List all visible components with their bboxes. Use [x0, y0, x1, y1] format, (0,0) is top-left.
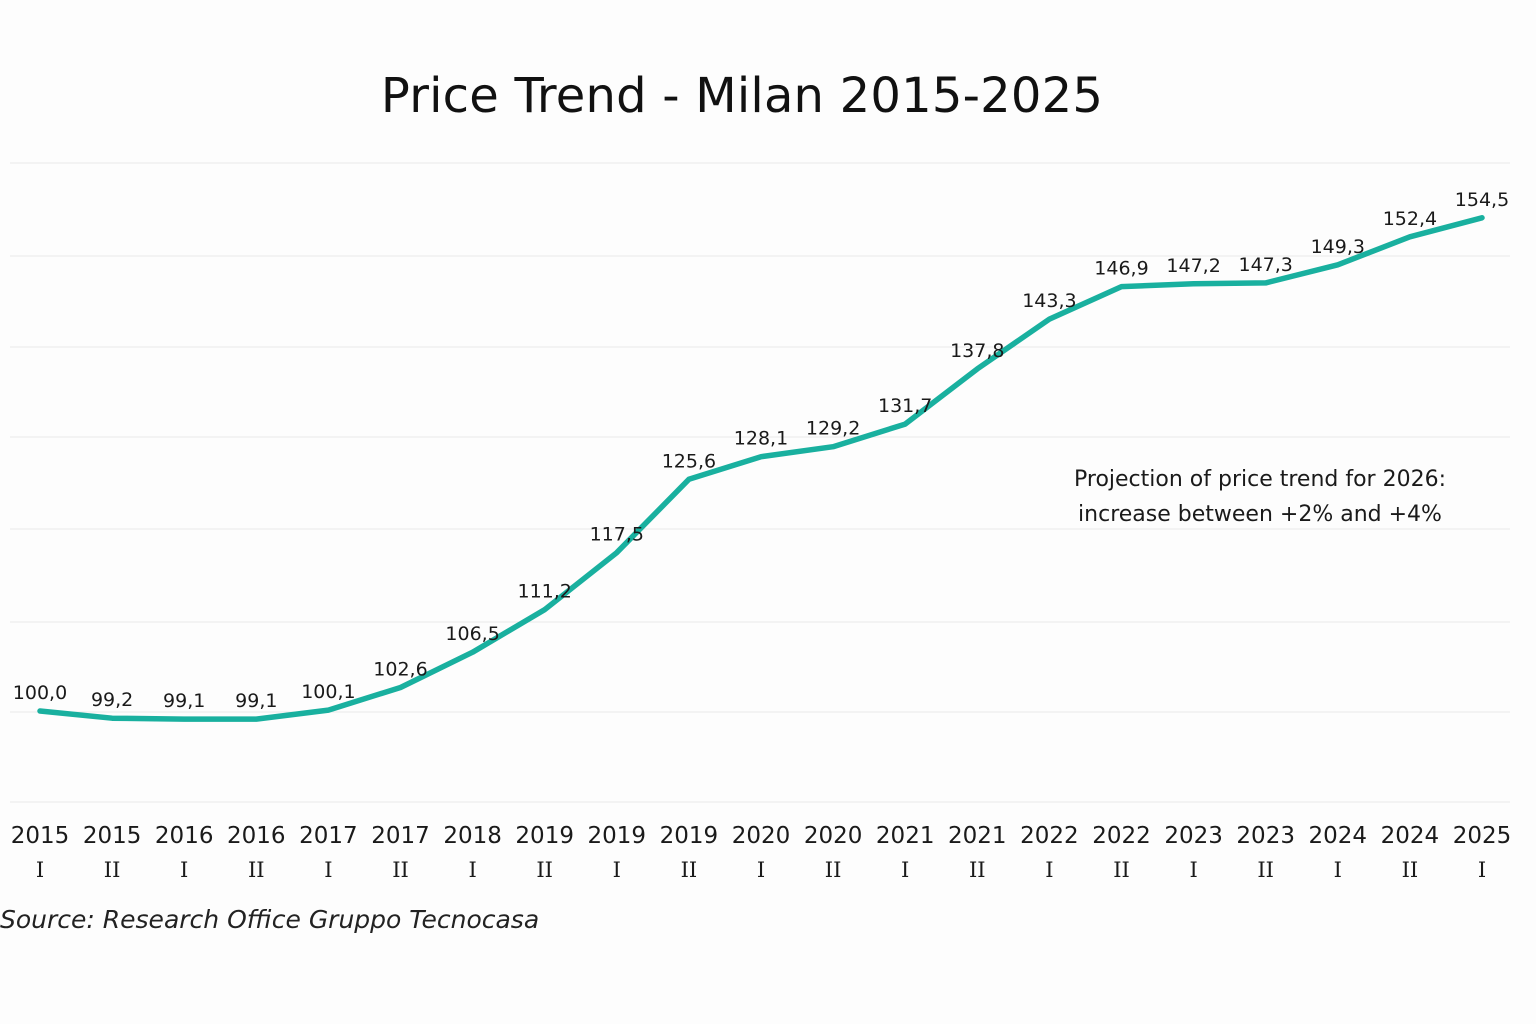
data-label: 152,4 — [1383, 208, 1437, 230]
data-label: 131,7 — [878, 395, 932, 417]
x-tick-half: II — [392, 858, 409, 882]
x-tick-half: I — [757, 858, 765, 882]
x-tick-half: II — [104, 858, 121, 882]
x-tick-year: 2025 — [1453, 823, 1512, 849]
x-tick-year: 2017 — [371, 823, 430, 849]
x-tick-year: 2023 — [1236, 823, 1295, 849]
annotation-line-2: increase between +2% and +4% — [1078, 502, 1442, 527]
x-tick-half: II — [969, 858, 986, 882]
gridlines — [10, 162, 1510, 803]
x-tick-year: 2022 — [1020, 823, 1079, 849]
x-tick-year: 2021 — [876, 823, 935, 849]
x-tick-half: II — [825, 858, 842, 882]
data-label: 99,1 — [163, 690, 205, 712]
x-tick-year: 2023 — [1164, 823, 1223, 849]
x-tick-half: I — [36, 858, 44, 882]
x-tick-year: 2016 — [227, 823, 286, 849]
annotation-line-1: Projection of price trend for 2026: — [1074, 467, 1446, 492]
data-label: 117,5 — [590, 524, 644, 546]
x-tick-half: I — [613, 858, 621, 882]
x-tick-year: 2015 — [11, 823, 70, 849]
x-tick-year: 2019 — [515, 823, 574, 849]
x-tick-half: I — [180, 858, 188, 882]
x-tick-year: 2019 — [660, 823, 719, 849]
x-tick-half: II — [248, 858, 265, 882]
x-tick-half: II — [681, 858, 698, 882]
x-tick-half: I — [1189, 858, 1197, 882]
x-tick-half: I — [1334, 858, 1342, 882]
x-tick-year: 2024 — [1309, 823, 1368, 849]
data-label: 100,1 — [301, 681, 355, 703]
x-tick-year: 2019 — [588, 823, 647, 849]
series-line-layer — [37, 215, 1485, 722]
data-label: 102,6 — [373, 659, 427, 681]
data-label: 106,5 — [445, 623, 499, 645]
x-tick-half: II — [536, 858, 553, 882]
x-tick-year: 2017 — [299, 823, 358, 849]
x-tick-year: 2020 — [804, 823, 863, 849]
x-axis-ticks: 2015I2015II2016I2016II2017I2017II2018I20… — [11, 823, 1512, 882]
data-label: 100,0 — [13, 682, 67, 704]
x-tick-half: II — [1257, 858, 1274, 882]
x-tick-year: 2016 — [155, 823, 214, 849]
data-label: 125,6 — [662, 450, 716, 472]
data-label: 149,3 — [1311, 236, 1365, 258]
data-label: 99,1 — [235, 690, 277, 712]
x-tick-half: I — [1478, 858, 1486, 882]
data-label: 129,2 — [806, 418, 860, 440]
data-label: 146,9 — [1094, 258, 1148, 280]
data-label: 111,2 — [517, 581, 571, 603]
x-tick-year: 2024 — [1381, 823, 1440, 849]
data-labels: 100,0 99,2 99,1 99,1 100,1 102,6 106,5 111,2 117… — [13, 189, 1509, 712]
x-tick-year: 2021 — [948, 823, 1007, 849]
x-tick-half: I — [324, 858, 332, 882]
x-tick-half: I — [901, 858, 909, 882]
price-trend-line — [37, 215, 1485, 722]
projection-annotation: Projection of price trend for 2026: incr… — [1050, 462, 1470, 532]
x-tick-half: I — [1045, 858, 1053, 882]
data-label: 147,3 — [1238, 254, 1292, 276]
x-tick-year: 2018 — [443, 823, 502, 849]
data-label: 143,3 — [1022, 290, 1076, 312]
source-note: Source: Research Office Gruppo Tecnocasa — [0, 905, 540, 934]
x-tick-half: I — [468, 858, 476, 882]
data-label: 137,8 — [950, 340, 1004, 362]
x-tick-year: 2020 — [732, 823, 791, 849]
x-tick-half: II — [1113, 858, 1130, 882]
x-tick-year: 2022 — [1092, 823, 1151, 849]
chart-title: Price Trend - Milan 2015-2025 — [380, 68, 1104, 124]
x-tick-year: 2015 — [83, 823, 142, 849]
data-label: 128,1 — [734, 428, 788, 450]
data-label: 147,2 — [1166, 255, 1220, 277]
x-tick-half: II — [1402, 858, 1419, 882]
data-label: 154,5 — [1455, 189, 1509, 211]
data-label: 99,2 — [91, 689, 133, 711]
